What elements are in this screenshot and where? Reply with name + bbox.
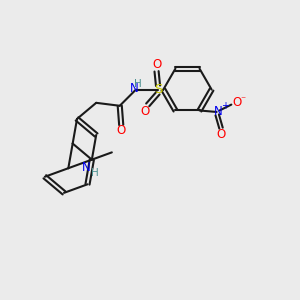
Text: O: O [216, 128, 226, 140]
Text: O: O [117, 124, 126, 137]
Text: O: O [141, 105, 150, 118]
Text: N: N [130, 82, 139, 95]
Text: H: H [91, 168, 99, 178]
Text: ⁻: ⁻ [240, 95, 245, 105]
Text: O: O [232, 96, 241, 109]
Text: +: + [221, 101, 230, 111]
Text: S: S [154, 83, 162, 96]
Text: H: H [134, 79, 141, 89]
Text: O: O [152, 58, 161, 71]
Text: N: N [82, 161, 91, 174]
Text: N: N [214, 105, 223, 118]
